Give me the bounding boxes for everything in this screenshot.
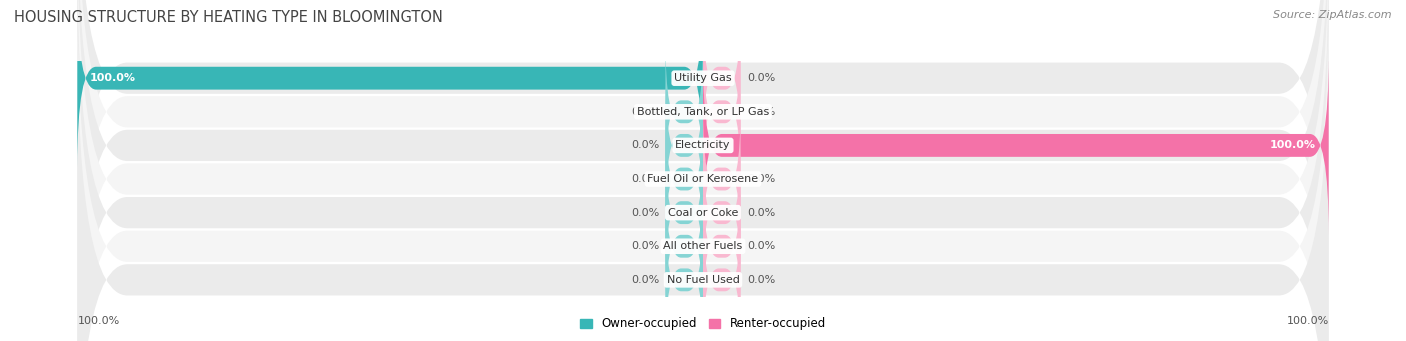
- Text: 0.0%: 0.0%: [631, 208, 659, 218]
- Text: 0.0%: 0.0%: [747, 208, 775, 218]
- Text: 100.0%: 100.0%: [1270, 140, 1316, 150]
- FancyBboxPatch shape: [665, 174, 703, 319]
- Text: 0.0%: 0.0%: [747, 174, 775, 184]
- Text: 0.0%: 0.0%: [747, 73, 775, 83]
- Text: 0.0%: 0.0%: [747, 275, 775, 285]
- Legend: Owner-occupied, Renter-occupied: Owner-occupied, Renter-occupied: [575, 313, 831, 335]
- Text: 100.0%: 100.0%: [77, 315, 120, 326]
- FancyBboxPatch shape: [703, 39, 741, 184]
- FancyBboxPatch shape: [665, 207, 703, 341]
- FancyBboxPatch shape: [77, 0, 1329, 341]
- Text: 100.0%: 100.0%: [1286, 315, 1329, 326]
- FancyBboxPatch shape: [703, 140, 741, 285]
- FancyBboxPatch shape: [77, 0, 1329, 341]
- Text: 0.0%: 0.0%: [631, 275, 659, 285]
- FancyBboxPatch shape: [665, 140, 703, 285]
- Text: No Fuel Used: No Fuel Used: [666, 275, 740, 285]
- Text: Electricity: Electricity: [675, 140, 731, 150]
- FancyBboxPatch shape: [665, 39, 703, 184]
- Text: 0.0%: 0.0%: [747, 241, 775, 251]
- FancyBboxPatch shape: [665, 73, 703, 218]
- FancyBboxPatch shape: [77, 0, 703, 167]
- FancyBboxPatch shape: [77, 0, 1329, 341]
- Text: 100.0%: 100.0%: [90, 73, 136, 83]
- Text: Bottled, Tank, or LP Gas: Bottled, Tank, or LP Gas: [637, 107, 769, 117]
- FancyBboxPatch shape: [703, 5, 741, 151]
- Text: All other Fuels: All other Fuels: [664, 241, 742, 251]
- Text: Coal or Coke: Coal or Coke: [668, 208, 738, 218]
- FancyBboxPatch shape: [703, 56, 1329, 235]
- Text: HOUSING STRUCTURE BY HEATING TYPE IN BLOOMINGTON: HOUSING STRUCTURE BY HEATING TYPE IN BLO…: [14, 10, 443, 25]
- FancyBboxPatch shape: [77, 0, 1329, 331]
- FancyBboxPatch shape: [77, 0, 1329, 341]
- Text: 0.0%: 0.0%: [747, 107, 775, 117]
- FancyBboxPatch shape: [77, 0, 1329, 341]
- Text: Fuel Oil or Kerosene: Fuel Oil or Kerosene: [647, 174, 759, 184]
- FancyBboxPatch shape: [665, 106, 703, 252]
- Text: Source: ZipAtlas.com: Source: ZipAtlas.com: [1274, 10, 1392, 20]
- FancyBboxPatch shape: [703, 207, 741, 341]
- Text: 0.0%: 0.0%: [631, 241, 659, 251]
- FancyBboxPatch shape: [77, 27, 1329, 341]
- Text: 0.0%: 0.0%: [631, 107, 659, 117]
- Text: Utility Gas: Utility Gas: [675, 73, 731, 83]
- FancyBboxPatch shape: [703, 106, 741, 252]
- FancyBboxPatch shape: [703, 174, 741, 319]
- Text: 0.0%: 0.0%: [631, 174, 659, 184]
- Text: 0.0%: 0.0%: [631, 140, 659, 150]
